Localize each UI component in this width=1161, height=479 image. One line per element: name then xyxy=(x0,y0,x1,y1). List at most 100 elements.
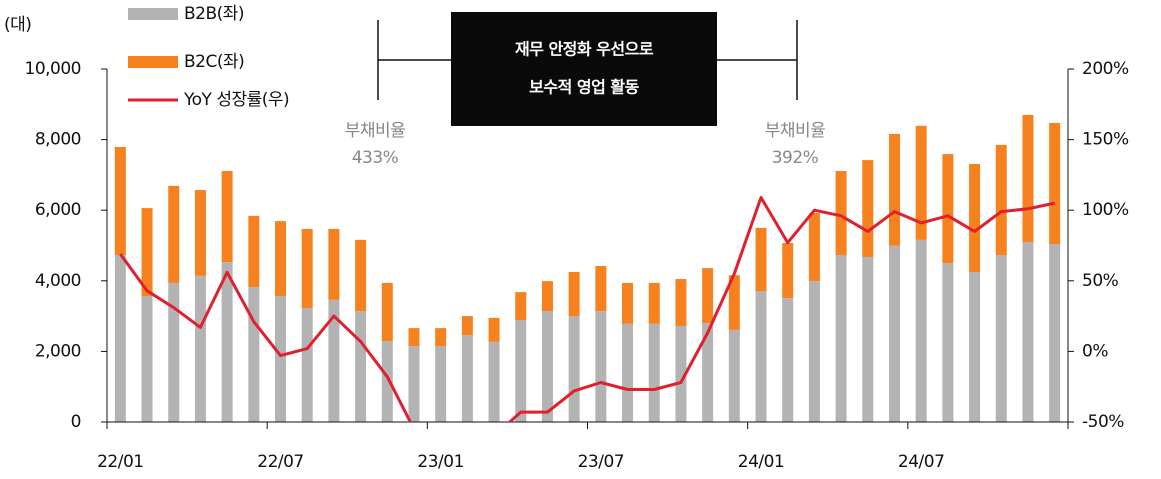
annotation-box xyxy=(451,12,717,126)
bar-segment xyxy=(888,133,900,246)
annotation-text: 재무 안정화 우선으로 xyxy=(515,40,654,59)
line-layer xyxy=(119,196,1056,422)
bar-segment xyxy=(221,171,233,263)
legend-label: B2C(좌) xyxy=(184,52,244,72)
y-tick-label: 2,000 xyxy=(35,341,81,361)
bar-segment xyxy=(728,275,740,330)
yoy-line xyxy=(119,196,1056,422)
bar-segment xyxy=(568,271,580,317)
bar-segment xyxy=(248,287,260,422)
bar-segment xyxy=(541,311,553,422)
bar-segment xyxy=(1022,241,1034,422)
bar-segment xyxy=(675,279,687,326)
bar-segment xyxy=(969,163,981,272)
y2-tick-label: -50% xyxy=(1082,412,1124,432)
bar-segment xyxy=(461,335,473,422)
bar-segment xyxy=(942,263,954,422)
bar-segment xyxy=(275,221,287,296)
bar-segment xyxy=(835,171,847,256)
bar-segment xyxy=(1022,114,1034,242)
bar-segment xyxy=(328,228,340,300)
bar-segment xyxy=(168,282,180,422)
bar-segment xyxy=(1049,123,1061,245)
bar-segment xyxy=(435,346,447,422)
bar-segment xyxy=(862,160,874,258)
bar-segment xyxy=(622,282,634,324)
bar-segment xyxy=(168,185,180,283)
bar-segment xyxy=(381,282,393,342)
bar-segment xyxy=(114,147,126,256)
x-tick-label: 22/01 xyxy=(97,452,144,472)
bar-segment xyxy=(915,125,927,240)
bar-segment xyxy=(755,227,767,292)
bar-segment xyxy=(702,323,714,422)
bar-segment xyxy=(328,299,340,422)
bar-segment xyxy=(248,215,260,288)
bar-segment xyxy=(808,281,820,422)
bar-segment xyxy=(915,239,927,422)
legend-swatch xyxy=(128,8,178,20)
legend-swatch xyxy=(128,56,178,68)
y-tick-label: 6,000 xyxy=(35,200,81,220)
bar-segment xyxy=(755,291,767,422)
bar-segment xyxy=(888,245,900,422)
bar-segment xyxy=(675,325,687,422)
legend-label: YoY 성장률(우) xyxy=(183,90,289,110)
bar-segment xyxy=(488,317,500,342)
x-tick-label: 24/01 xyxy=(738,452,785,472)
x-tick-label: 23/01 xyxy=(417,452,464,472)
bar-segment xyxy=(194,190,206,276)
bar-segment xyxy=(862,257,874,422)
bar-segment xyxy=(301,228,313,308)
bar-segment xyxy=(194,275,206,422)
y-unit: (대) xyxy=(4,15,31,35)
bar-segment xyxy=(461,316,473,336)
bar-segment xyxy=(141,208,153,296)
debt-label: 부채비율 xyxy=(765,121,826,141)
bar-segment xyxy=(1049,244,1061,422)
y-tick-label: 4,000 xyxy=(35,271,81,291)
x-tick-label: 24/07 xyxy=(898,452,945,472)
bar-segment xyxy=(355,311,367,422)
y-tick-label: 8,000 xyxy=(35,130,81,150)
x-tick-label: 23/07 xyxy=(578,452,625,472)
bar-segment xyxy=(408,328,420,347)
bar-segment xyxy=(969,271,981,422)
bar-segment xyxy=(728,329,740,422)
bar-segment xyxy=(995,144,1007,256)
bar-segment xyxy=(595,311,607,422)
bar-segment xyxy=(275,295,287,422)
bar-segment xyxy=(301,307,313,422)
bar-segment xyxy=(381,341,393,422)
bar-segment xyxy=(835,255,847,422)
bar-segment xyxy=(355,239,367,312)
annotation-text: 보수적 영업 활동 xyxy=(529,78,639,97)
bar-segment xyxy=(622,323,634,422)
bar-segment xyxy=(995,255,1007,422)
bar-segment xyxy=(808,213,820,282)
bar-segment xyxy=(702,268,714,324)
bar-segment xyxy=(942,154,954,264)
bar-segment xyxy=(541,281,553,312)
bar-segment xyxy=(114,255,126,422)
bar-segment xyxy=(782,298,794,422)
debt-label: 부채비율 xyxy=(345,121,406,141)
bar-segment xyxy=(515,319,527,422)
y2-tick-label: 150% xyxy=(1082,130,1129,150)
y2-tick-label: 100% xyxy=(1082,200,1129,220)
bar-segment xyxy=(648,282,660,324)
y2-tick-label: 50% xyxy=(1082,271,1119,291)
debt-value: 433% xyxy=(352,148,399,168)
y-tick-label: 10,000 xyxy=(25,59,81,79)
bar-segment xyxy=(488,341,500,422)
y2-tick-label: 200% xyxy=(1082,59,1129,79)
bar-segment xyxy=(648,323,660,422)
x-tick-label: 22/07 xyxy=(257,452,304,472)
bar-segment xyxy=(141,295,153,422)
bar-segment xyxy=(568,316,580,422)
bar-segment xyxy=(221,262,233,422)
legend-label: B2B(좌) xyxy=(184,4,244,24)
bar-segment xyxy=(595,265,607,312)
y-tick-label: 0 xyxy=(71,412,81,432)
